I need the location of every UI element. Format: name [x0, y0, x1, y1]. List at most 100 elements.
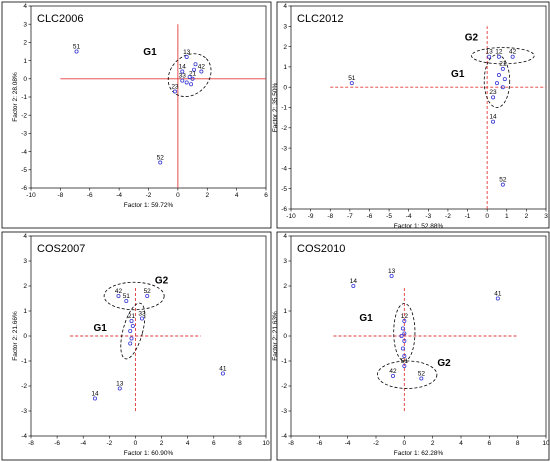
data-point	[351, 283, 356, 288]
y-tick-label: -1	[21, 94, 27, 101]
x-tick-label: 4	[235, 192, 239, 199]
data-point	[502, 77, 507, 82]
y-tick-label: 0	[23, 76, 27, 83]
x-tick-label: -1	[465, 213, 471, 220]
data-point	[128, 341, 133, 346]
group-ellipse	[471, 47, 535, 65]
y-tick-label: 4	[283, 233, 287, 240]
group-label: G2	[465, 33, 479, 44]
point-label: 42	[198, 63, 206, 70]
point-label: 14	[91, 390, 99, 397]
y-tick-label: 4	[23, 233, 27, 240]
x-tick-label: -9	[308, 213, 314, 220]
y-tick-label: -3	[21, 131, 27, 138]
panel-frame	[276, 231, 550, 461]
x-tick-label: -8	[28, 440, 34, 447]
x-axis-title: Factor 1: 60.90%	[124, 450, 174, 457]
y-tick-label: 3	[23, 258, 27, 265]
data-point	[500, 182, 505, 187]
data-point	[92, 396, 97, 401]
data-point	[189, 82, 194, 87]
point-label: 42	[389, 368, 397, 375]
data-point	[158, 160, 163, 165]
y-tick-label: -6	[21, 185, 27, 192]
data-point	[419, 376, 424, 381]
data-point	[491, 95, 496, 100]
data-point	[145, 293, 150, 298]
x-axis-title: Factor 1: 52.88%	[394, 223, 444, 230]
panel-title: CLC2006	[37, 13, 83, 25]
y-tick-label: 2	[283, 283, 287, 290]
y-tick-label: 2	[23, 40, 27, 47]
x-tick-label: 4	[186, 440, 190, 447]
data-point	[199, 69, 204, 74]
y-axis-title: Factor 2: 21.63%	[272, 311, 279, 361]
data-point	[402, 363, 407, 368]
data-point	[390, 373, 395, 378]
point-label: 52	[144, 288, 152, 295]
data-point	[180, 69, 185, 74]
panel-frame	[276, 1, 550, 229]
data-point	[184, 80, 189, 85]
y-tick-label: -2	[281, 125, 287, 132]
point-label: 51	[401, 358, 409, 365]
point-label: 21	[128, 313, 136, 320]
y-tick-label: -3	[21, 408, 27, 415]
y-tick-label: 1	[283, 64, 287, 71]
data-point	[184, 54, 189, 59]
x-tick-label: -5	[386, 213, 392, 220]
data-point	[491, 119, 496, 124]
point-label: 41	[494, 290, 502, 297]
y-tick-label: 3	[23, 21, 27, 28]
y-tick-label: -3	[281, 408, 287, 415]
y-axis-title: Factor 2: 28.08%	[12, 72, 19, 122]
group-ellipse	[483, 54, 511, 108]
data-point	[220, 371, 225, 376]
point-label: 13	[116, 380, 124, 387]
point-label: 14	[489, 114, 497, 121]
x-tick-label: 0	[134, 440, 138, 447]
point-label: 21	[189, 71, 197, 78]
x-tick-label: -6	[87, 192, 93, 199]
x-tick-label: -8	[57, 192, 63, 199]
x-tick-label: 8	[238, 440, 242, 447]
y-tick-label: 2	[283, 44, 287, 51]
data-point	[172, 89, 177, 94]
y-tick-label: 4	[283, 3, 287, 10]
x-tick-label: -7	[347, 213, 353, 220]
data-point	[349, 81, 354, 86]
y-axis-title: Factor 2: 35.50%	[272, 83, 279, 133]
chart-panel-3: -8 -6 -4 -2 0 2 4 6 8 10 -4 -3 -2 -1 0 1 2 3 4 Factor 1: 60…	[1, 231, 272, 461]
group-label: G2	[437, 358, 451, 369]
y-tick-label: -4	[21, 433, 27, 440]
point-label: 51	[348, 75, 356, 82]
y-tick-label: -4	[21, 149, 27, 156]
x-tick-label: 2	[431, 440, 435, 447]
point-label: 21	[499, 61, 507, 68]
x-tick-label: -4	[116, 192, 122, 199]
point-label: 42	[115, 288, 123, 295]
x-tick-label: 8	[516, 440, 520, 447]
y-tick-label: 3	[283, 24, 287, 31]
y-tick-label: -1	[281, 358, 287, 365]
panel-title: CLC2012	[297, 13, 343, 25]
data-point	[117, 386, 122, 391]
group-ellipse	[377, 360, 438, 389]
panel-frame	[1, 1, 272, 229]
data-point	[74, 49, 79, 54]
data-point	[124, 298, 129, 303]
x-tick-label: -8	[327, 213, 333, 220]
y-tick-label: 0	[23, 333, 27, 340]
data-point	[129, 336, 134, 341]
x-tick-label: 1	[505, 213, 509, 220]
point-label: 41	[219, 365, 227, 372]
point-label: 42	[509, 49, 517, 56]
y-tick-label: -4	[281, 433, 287, 440]
point-label: 33	[179, 72, 187, 79]
point-label: 23	[489, 89, 497, 96]
y-tick-label: 2	[23, 283, 27, 290]
y-tick-label: -1	[281, 105, 287, 112]
data-point	[130, 323, 135, 328]
x-tick-label: 2	[525, 213, 529, 220]
